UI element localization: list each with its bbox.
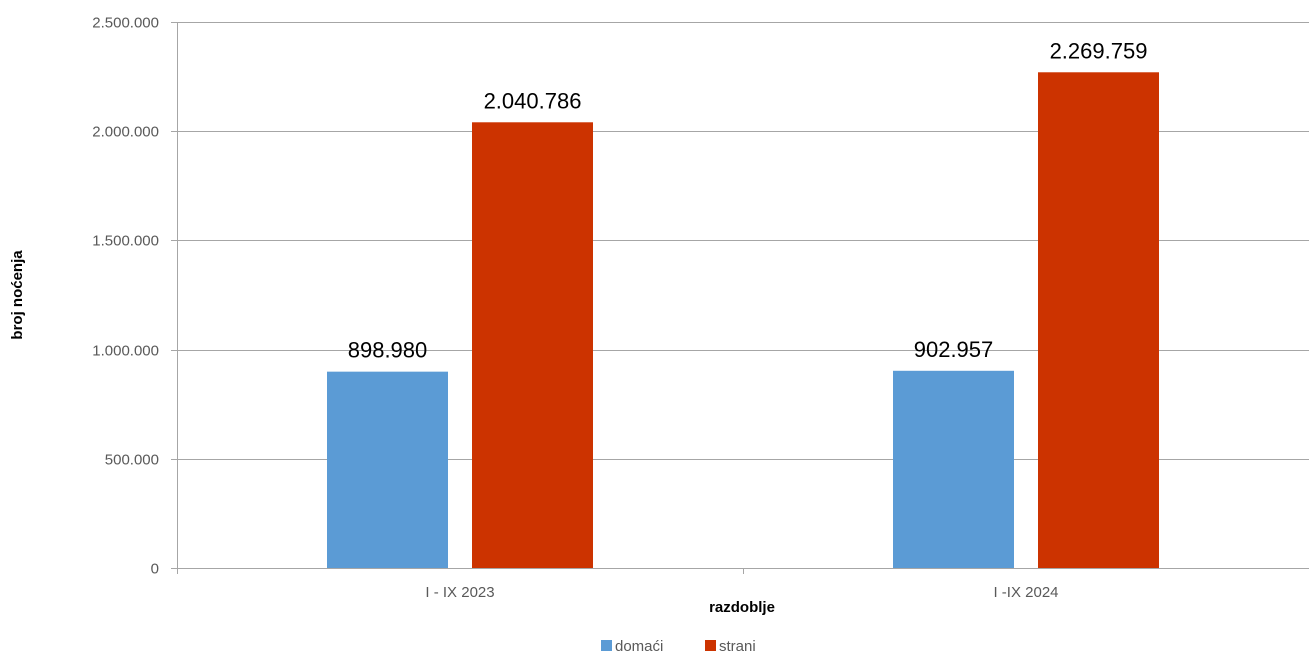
- bar-domaći-0: [327, 371, 448, 568]
- data-label: 902.957: [914, 337, 994, 362]
- x-tick-label: I -IX 2024: [993, 584, 1058, 601]
- data-labels: 898.980 2.040.786 902.957 2.269.759: [348, 38, 1148, 362]
- y-axis-ticks: 0 500.000 1.000.000 1.500.000 2.000.000 2.500…: [92, 15, 159, 578]
- x-axis-title: razdoblje: [709, 599, 775, 616]
- bar-strani-0: [472, 122, 593, 569]
- y-tick-label: 1.000.000: [92, 343, 159, 360]
- data-label: 2.040.786: [484, 88, 582, 113]
- legend-label-strani: strani: [719, 638, 756, 655]
- data-label: 898.980: [348, 338, 428, 363]
- legend-swatch-domaći: [601, 640, 612, 651]
- legend: domaći strani: [601, 638, 756, 655]
- y-tick-label: 500.000: [105, 452, 159, 469]
- legend-swatch-strani: [705, 640, 716, 651]
- x-tick-label: I - IX 2023: [425, 584, 494, 601]
- y-axis-title: broj noćenja: [9, 250, 26, 340]
- x-axis-ticks: I - IX 2023 I -IX 2024: [177, 568, 1059, 601]
- legend-label-domaći: domaći: [615, 638, 663, 655]
- y-tick-label: 2.500.000: [92, 15, 159, 32]
- bar-domaći-1: [893, 370, 1014, 568]
- bar-strani-1: [1038, 72, 1159, 568]
- bars: [327, 72, 1159, 569]
- data-label: 2.269.759: [1050, 38, 1148, 63]
- y-tick-label: 2.000.000: [92, 124, 159, 141]
- y-tick-label: 0: [151, 561, 159, 578]
- y-tick-label: 1.500.000: [92, 233, 159, 250]
